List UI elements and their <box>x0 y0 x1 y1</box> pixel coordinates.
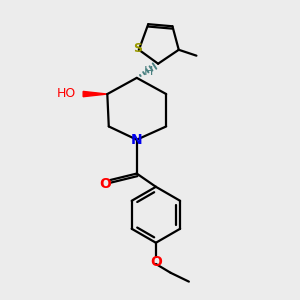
Text: S: S <box>133 42 142 55</box>
Text: H: H <box>143 65 153 79</box>
Text: N: N <box>130 133 142 147</box>
Text: O: O <box>150 255 162 269</box>
Text: O: O <box>99 177 111 190</box>
Text: HO: HO <box>56 87 76 100</box>
Polygon shape <box>83 92 107 97</box>
